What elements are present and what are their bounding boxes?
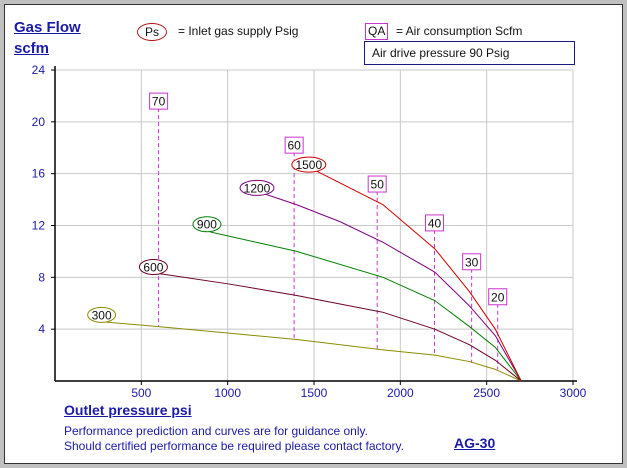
- inlet-pressure-label: 900: [197, 218, 217, 232]
- y-tick-label: 24: [32, 63, 46, 77]
- inlet-pressure-ellipse: [239, 179, 275, 196]
- inlet-pressure-label: 1500: [295, 158, 322, 172]
- air-consumption-label: 50: [371, 178, 385, 192]
- qa-legend-symbol: QA: [365, 23, 389, 40]
- air-consumption-box: [284, 136, 304, 154]
- x-tick-label: 1500: [301, 386, 328, 400]
- series-line-600: [158, 272, 522, 382]
- inlet-pressure-label: 600: [143, 260, 163, 274]
- air-consumption-box: [367, 175, 387, 193]
- air-drive-pressure-box: Air drive pressure 90 Psig: [364, 41, 575, 65]
- series-line-1500: [313, 169, 522, 382]
- ps-legend-text: = Inlet gas supply Psig: [178, 24, 299, 38]
- x-axis-label: Outlet pressure psi: [64, 402, 192, 418]
- y-tick-label: 20: [32, 115, 46, 129]
- y-axis-label: Gas Flow: [14, 19, 81, 36]
- air-consumption-label: 20: [491, 290, 505, 304]
- air-consumption-box: [488, 288, 508, 306]
- air-consumption-box: [425, 214, 445, 232]
- inlet-pressure-ellipse: [87, 306, 117, 323]
- air-consumption-label: 40: [428, 216, 442, 230]
- y-axis-unit: scfm: [14, 40, 50, 57]
- y-tick-label: 16: [32, 167, 46, 181]
- air-consumption-label: 30: [465, 255, 479, 269]
- air-consumption-label: 70: [152, 95, 166, 109]
- model-label: AG-30: [454, 435, 496, 451]
- series-line-1200: [262, 192, 522, 382]
- qa-legend-text: = Air consumption Scfm: [396, 24, 523, 38]
- x-tick-label: 3000: [560, 386, 587, 400]
- inlet-pressure-ellipse: [138, 258, 168, 275]
- series-line-900: [210, 231, 522, 382]
- y-tick-label: 12: [32, 219, 46, 233]
- inlet-pressure-ellipse: [192, 216, 222, 233]
- inlet-pressure-label: 1200: [244, 181, 271, 195]
- x-tick-label: 2000: [387, 386, 414, 400]
- inlet-pressure-ellipse: [291, 156, 327, 173]
- x-tick-label: 2500: [473, 386, 500, 400]
- ps-legend-symbol: Ps: [137, 23, 168, 41]
- series-line-300: [98, 320, 522, 382]
- y-tick-label: 8: [38, 270, 45, 284]
- air-consumption-label: 60: [287, 139, 301, 153]
- air-consumption-box: [149, 92, 169, 110]
- disclaimer-line-2: Should certified performance be required…: [64, 439, 404, 453]
- x-tick-label: 1000: [214, 386, 241, 400]
- y-tick-label: 4: [38, 322, 45, 336]
- disclaimer-line-1: Performance prediction and curves are fo…: [64, 424, 368, 438]
- air-consumption-box: [462, 253, 482, 271]
- x-tick-label: 500: [131, 386, 151, 400]
- inlet-pressure-label: 300: [92, 308, 112, 322]
